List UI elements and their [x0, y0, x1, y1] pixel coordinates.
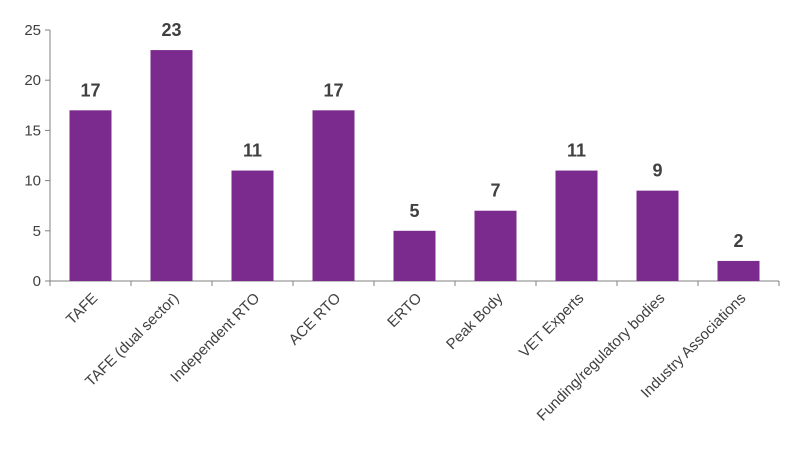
y-axis: 0 5 10 15 20 25 [24, 22, 51, 290]
bar [474, 210, 517, 281]
bar [636, 190, 679, 281]
data-label: 2 [733, 231, 743, 251]
y-tick-label: 10 [24, 173, 41, 190]
category-label: Independent RTO [167, 290, 263, 386]
bar [150, 50, 193, 281]
data-labels: 17 23 11 17 5 7 11 9 2 [80, 20, 743, 251]
data-label: 5 [409, 201, 419, 221]
category-label: ACE RTO [286, 290, 345, 349]
bar [312, 110, 355, 281]
bar [717, 260, 760, 281]
bar [393, 230, 436, 281]
category-label: Peak Body [443, 289, 507, 353]
category-label: TAFE [63, 290, 101, 328]
y-tick-label: 20 [24, 72, 41, 89]
data-label: 11 [567, 141, 586, 161]
bar [69, 110, 112, 281]
bar [231, 170, 274, 281]
data-label: 23 [161, 20, 181, 40]
y-tick-label: 5 [33, 223, 41, 240]
data-label: 9 [652, 161, 662, 181]
data-label: 17 [323, 80, 343, 100]
category-label: ERTO [384, 290, 425, 331]
data-label: 17 [80, 80, 100, 100]
category-label: VET Experts [516, 290, 587, 361]
y-tick-label: 0 [33, 273, 41, 290]
data-label: 11 [243, 141, 262, 161]
data-label: 7 [490, 181, 500, 201]
bars [69, 50, 760, 281]
x-axis [49, 280, 780, 286]
y-tick-label: 15 [24, 122, 41, 139]
y-tick-label: 25 [24, 22, 41, 39]
bar [555, 170, 598, 281]
